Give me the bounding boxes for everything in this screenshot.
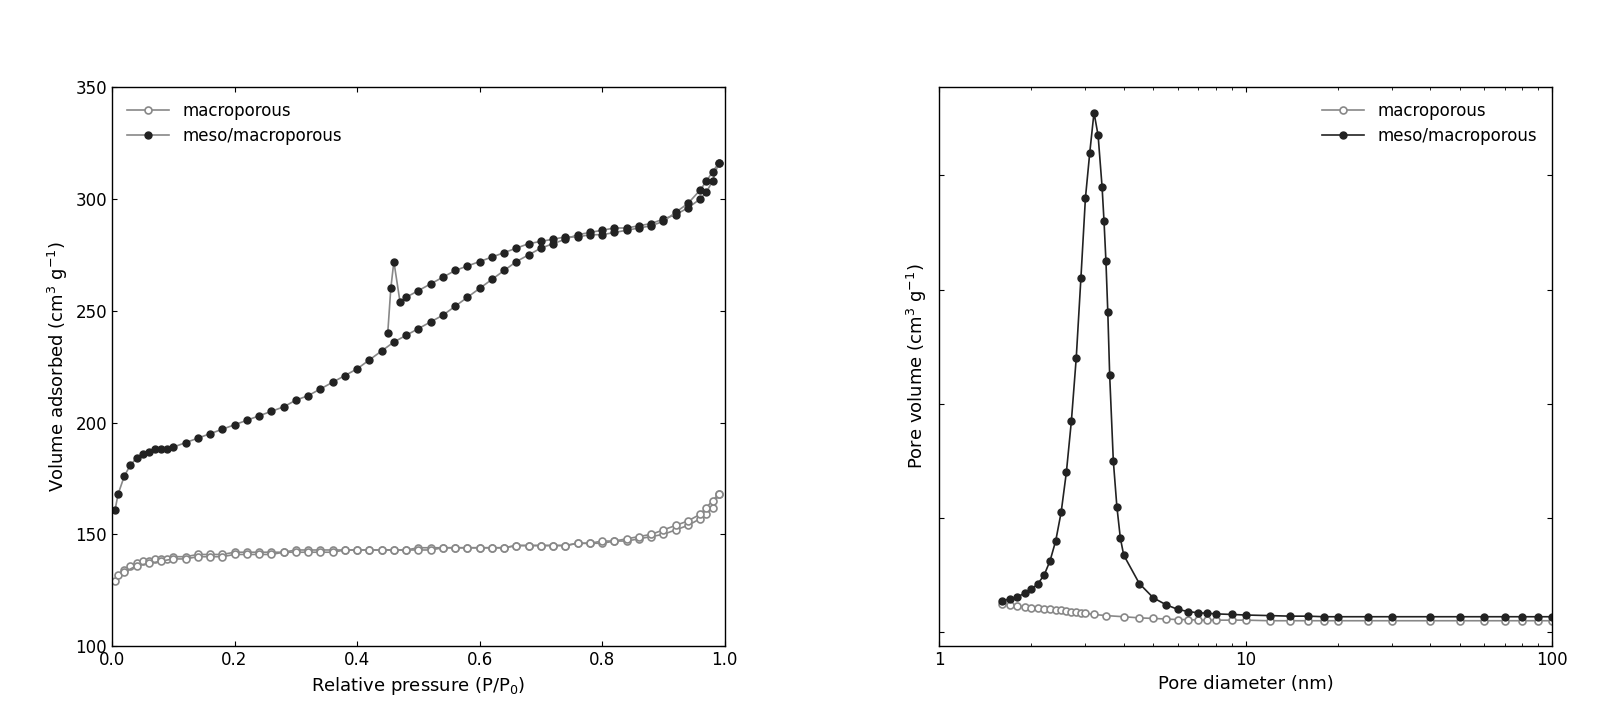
meso/macroporous bbox=[1314, 612, 1333, 621]
macroporous bbox=[1299, 616, 1318, 625]
macroporous bbox=[1014, 603, 1034, 611]
macroporous bbox=[1222, 616, 1242, 624]
macroporous bbox=[1114, 612, 1133, 621]
macroporous bbox=[1168, 615, 1187, 624]
macroporous bbox=[1179, 615, 1198, 624]
macroporous bbox=[518, 541, 538, 550]
macroporous bbox=[1008, 602, 1027, 611]
macroporous bbox=[1237, 616, 1256, 624]
macroporous bbox=[1022, 603, 1042, 612]
meso/macroporous bbox=[336, 371, 355, 380]
Legend: macroporous, meso/macroporous: macroporous, meso/macroporous bbox=[1315, 95, 1544, 152]
macroporous bbox=[1067, 608, 1086, 616]
macroporous bbox=[1144, 614, 1163, 623]
macroporous bbox=[1382, 616, 1402, 625]
macroporous bbox=[106, 577, 125, 586]
meso/macroporous bbox=[1085, 108, 1104, 117]
Legend: macroporous, meso/macroporous: macroporous, meso/macroporous bbox=[120, 95, 349, 152]
macroporous bbox=[115, 566, 134, 574]
meso/macroporous bbox=[120, 461, 139, 470]
macroporous bbox=[1494, 616, 1514, 625]
macroporous bbox=[507, 541, 526, 550]
meso/macroporous bbox=[226, 420, 245, 429]
Line: meso/macroporous: meso/macroporous bbox=[112, 160, 722, 513]
macroporous bbox=[1085, 610, 1104, 619]
macroporous bbox=[709, 490, 728, 499]
meso/macroporous bbox=[518, 250, 538, 259]
macroporous bbox=[1314, 616, 1333, 625]
macroporous bbox=[1029, 604, 1048, 613]
macroporous bbox=[1130, 613, 1149, 622]
macroporous bbox=[1206, 616, 1226, 624]
Line: macroporous: macroporous bbox=[998, 600, 1555, 624]
macroporous bbox=[992, 599, 1011, 608]
macroporous bbox=[1528, 616, 1547, 625]
Y-axis label: Volume adsorbed (cm$^3$ g$^{-1}$): Volume adsorbed (cm$^3$ g$^{-1}$) bbox=[46, 241, 70, 492]
macroporous bbox=[1189, 616, 1208, 624]
meso/macroporous bbox=[115, 472, 134, 481]
meso/macroporous bbox=[1542, 612, 1562, 621]
macroporous bbox=[1328, 616, 1347, 625]
X-axis label: Relative pressure (P/P$_0$): Relative pressure (P/P$_0$) bbox=[312, 674, 525, 696]
meso/macroporous bbox=[1261, 611, 1280, 620]
macroporous bbox=[1096, 611, 1115, 620]
meso/macroporous bbox=[1206, 610, 1226, 619]
macroporous bbox=[1450, 616, 1469, 625]
macroporous bbox=[1072, 608, 1091, 617]
macroporous bbox=[1261, 616, 1280, 625]
macroporous bbox=[1421, 616, 1440, 625]
meso/macroporous bbox=[709, 159, 728, 168]
macroporous bbox=[1035, 604, 1054, 613]
macroporous bbox=[1075, 609, 1094, 618]
Line: meso/macroporous: meso/macroporous bbox=[998, 109, 1555, 620]
Y-axis label: Pore volume (cm$^3$ g$^{-1}$): Pore volume (cm$^3$ g$^{-1}$) bbox=[904, 264, 930, 470]
meso/macroporous bbox=[507, 257, 526, 266]
meso/macroporous bbox=[992, 596, 1011, 605]
meso/macroporous bbox=[106, 505, 125, 514]
macroporous bbox=[1475, 616, 1494, 625]
macroporous bbox=[1542, 616, 1562, 625]
macroporous bbox=[1000, 600, 1019, 609]
macroporous bbox=[226, 548, 245, 557]
X-axis label: Pore diameter (nm): Pore diameter (nm) bbox=[1158, 674, 1333, 693]
macroporous bbox=[1051, 606, 1070, 615]
Line: macroporous: macroporous bbox=[112, 491, 722, 584]
macroporous bbox=[1358, 616, 1378, 625]
macroporous bbox=[1056, 607, 1075, 616]
macroporous bbox=[1512, 616, 1531, 625]
meso/macroporous bbox=[1062, 417, 1082, 425]
macroporous bbox=[1198, 616, 1218, 624]
macroporous bbox=[1157, 615, 1176, 624]
macroporous bbox=[336, 546, 355, 555]
meso/macroporous bbox=[1080, 148, 1099, 157]
macroporous bbox=[1046, 605, 1066, 614]
macroporous bbox=[1062, 607, 1082, 616]
macroporous bbox=[1040, 605, 1059, 613]
macroporous bbox=[120, 561, 139, 570]
macroporous bbox=[1280, 616, 1299, 625]
meso/macroporous bbox=[1528, 612, 1547, 621]
meso/macroporous bbox=[1088, 131, 1107, 139]
